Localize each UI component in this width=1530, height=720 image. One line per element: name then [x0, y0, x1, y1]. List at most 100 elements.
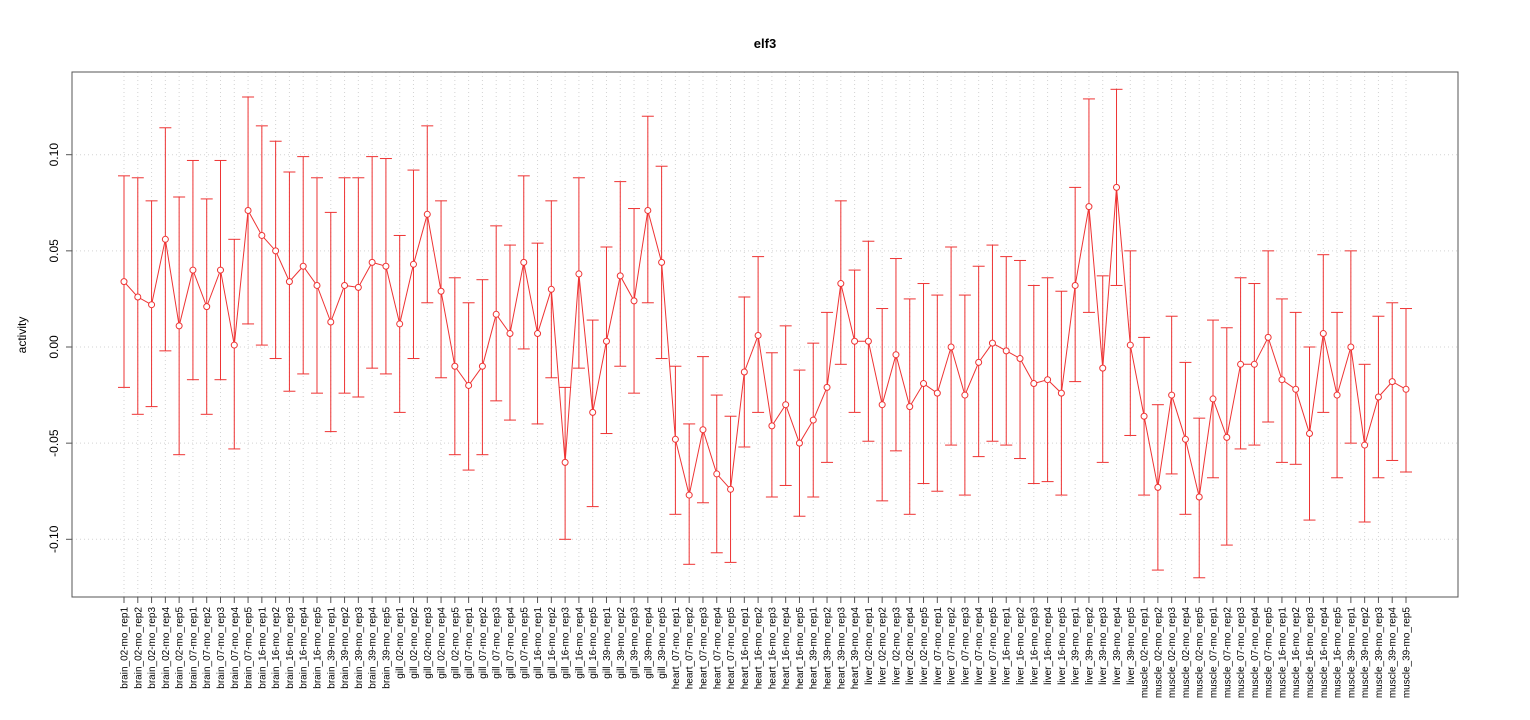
data-point	[630, 297, 638, 305]
x-tick-label: liver_16-mo_rep2	[1016, 607, 1027, 685]
data-point	[809, 416, 817, 424]
x-tick-label: heart_39-mo_rep4	[850, 607, 861, 690]
data-point	[175, 322, 183, 330]
data-point	[1374, 393, 1382, 401]
x-tick-label: gill_16-mo_rep2	[547, 607, 558, 679]
data-point	[616, 272, 624, 280]
chart-title: elf3	[754, 36, 776, 51]
x-tick-label: muscle_39-mo_rep2	[1360, 607, 1371, 699]
x-tick-label: brain_02-mo_rep4	[161, 607, 172, 689]
x-tick-label: liver_16-mo_rep3	[1029, 607, 1040, 685]
x-tick-label: gill_07-mo_rep3	[492, 607, 503, 679]
x-tick-label: liver_07-mo_rep1	[933, 607, 944, 685]
x-tick-label: heart_07-mo_rep5	[726, 607, 737, 690]
data-point	[920, 380, 928, 388]
series-line	[123, 187, 1407, 498]
data-point	[327, 318, 335, 326]
data-point	[189, 266, 197, 274]
data-point	[1168, 391, 1176, 399]
x-tick-label: gill_02-mo_rep3	[423, 607, 434, 679]
data-point	[409, 260, 417, 268]
data-point	[1402, 385, 1410, 393]
x-tick-label: gill_07-mo_rep1	[464, 607, 475, 679]
data-point	[451, 362, 459, 370]
x-tick-label: liver_07-mo_rep5	[988, 607, 999, 685]
x-tick-label: gill_07-mo_rep2	[478, 607, 489, 679]
x-tick-label: liver_39-mo_rep5	[1126, 607, 1137, 685]
data-point	[423, 210, 431, 218]
data-point	[933, 389, 941, 397]
data-point	[602, 337, 610, 345]
data-point	[1016, 355, 1024, 363]
x-tick-label: brain_02-mo_rep5	[175, 607, 186, 689]
data-point	[1085, 203, 1093, 211]
data-point	[795, 439, 803, 447]
x-tick-label: gill_16-mo_rep4	[574, 607, 585, 679]
data-point	[341, 281, 349, 289]
x-tick-label: brain_02-mo_rep2	[133, 607, 144, 689]
data-point	[961, 391, 969, 399]
data-point	[148, 301, 156, 309]
data-point	[892, 351, 900, 359]
x-tick-label: brain_39-mo_rep5	[381, 607, 392, 689]
data-point	[216, 266, 224, 274]
data-point	[1126, 341, 1134, 349]
error-bars	[118, 88, 1412, 579]
x-tick-label: gill_07-mo_rep5	[519, 607, 530, 679]
x-tick-label: muscle_07-mo_rep3	[1236, 607, 1247, 699]
x-tick-label: muscle_07-mo_rep4	[1250, 607, 1261, 699]
x-tick-label: gill_39-mo_rep2	[616, 607, 627, 679]
data-point	[534, 330, 542, 338]
x-tick-label: gill_02-mo_rep1	[395, 607, 406, 679]
x-tick-label: brain_39-mo_rep2	[340, 607, 351, 689]
data-point	[285, 278, 293, 286]
data-point	[561, 458, 569, 466]
data-point	[1181, 435, 1189, 443]
x-tick-label: muscle_02-mo_rep4	[1181, 607, 1192, 699]
data-point	[478, 362, 486, 370]
data-point	[1223, 433, 1231, 441]
data-point	[575, 270, 583, 278]
x-tick-label: brain_16-mo_rep2	[271, 607, 282, 689]
y-tick-label: -0.10	[47, 525, 61, 553]
data-point	[1347, 343, 1355, 351]
data-point	[492, 310, 500, 318]
x-tick-label: muscle_02-mo_rep3	[1167, 607, 1178, 699]
x-tick-label: brain_02-mo_rep1	[120, 607, 131, 689]
data-point	[1057, 389, 1065, 397]
x-tick-label: brain_02-mo_rep3	[147, 607, 158, 689]
x-tick-label: brain_16-mo_rep1	[257, 607, 268, 689]
data-point	[699, 426, 707, 434]
data-point	[1237, 360, 1245, 368]
x-tick-label: gill_16-mo_rep3	[561, 607, 572, 679]
data-point	[258, 231, 266, 239]
x-tick-label: brain_16-mo_rep4	[299, 607, 310, 689]
x-tick-label: heart_16-mo_rep3	[767, 607, 778, 690]
x-tick-label: heart_07-mo_rep4	[712, 607, 723, 690]
data-point	[1002, 347, 1010, 355]
data-point	[754, 331, 762, 339]
data-point	[727, 485, 735, 493]
x-tick-label: liver_39-mo_rep1	[1071, 607, 1082, 685]
data-point	[1319, 330, 1327, 338]
data-point	[1099, 364, 1107, 372]
x-tick-label: liver_02-mo_rep1	[864, 607, 875, 685]
data-point	[864, 337, 872, 345]
data-point	[1250, 360, 1258, 368]
x-tick-label: muscle_02-mo_rep1	[1140, 607, 1151, 699]
data-point	[1292, 385, 1300, 393]
data-point	[396, 320, 404, 328]
data-point	[506, 330, 514, 338]
x-tick-label: muscle_07-mo_rep1	[1209, 607, 1220, 699]
y-axis-label: activity	[15, 317, 29, 354]
x-tick-label: liver_02-mo_rep3	[891, 607, 902, 685]
x-tick-label: heart_39-mo_rep2	[823, 607, 834, 690]
x-tick-label: muscle_16-mo_rep5	[1333, 607, 1344, 699]
x-tick-label: liver_02-mo_rep4	[905, 607, 916, 685]
series-polyline	[123, 187, 1407, 498]
x-tick-label: liver_07-mo_rep2	[947, 607, 958, 685]
x-tick-label: brain_16-mo_rep3	[285, 607, 296, 689]
data-point	[851, 337, 859, 345]
x-tick-label: muscle_07-mo_rep5	[1264, 607, 1275, 699]
